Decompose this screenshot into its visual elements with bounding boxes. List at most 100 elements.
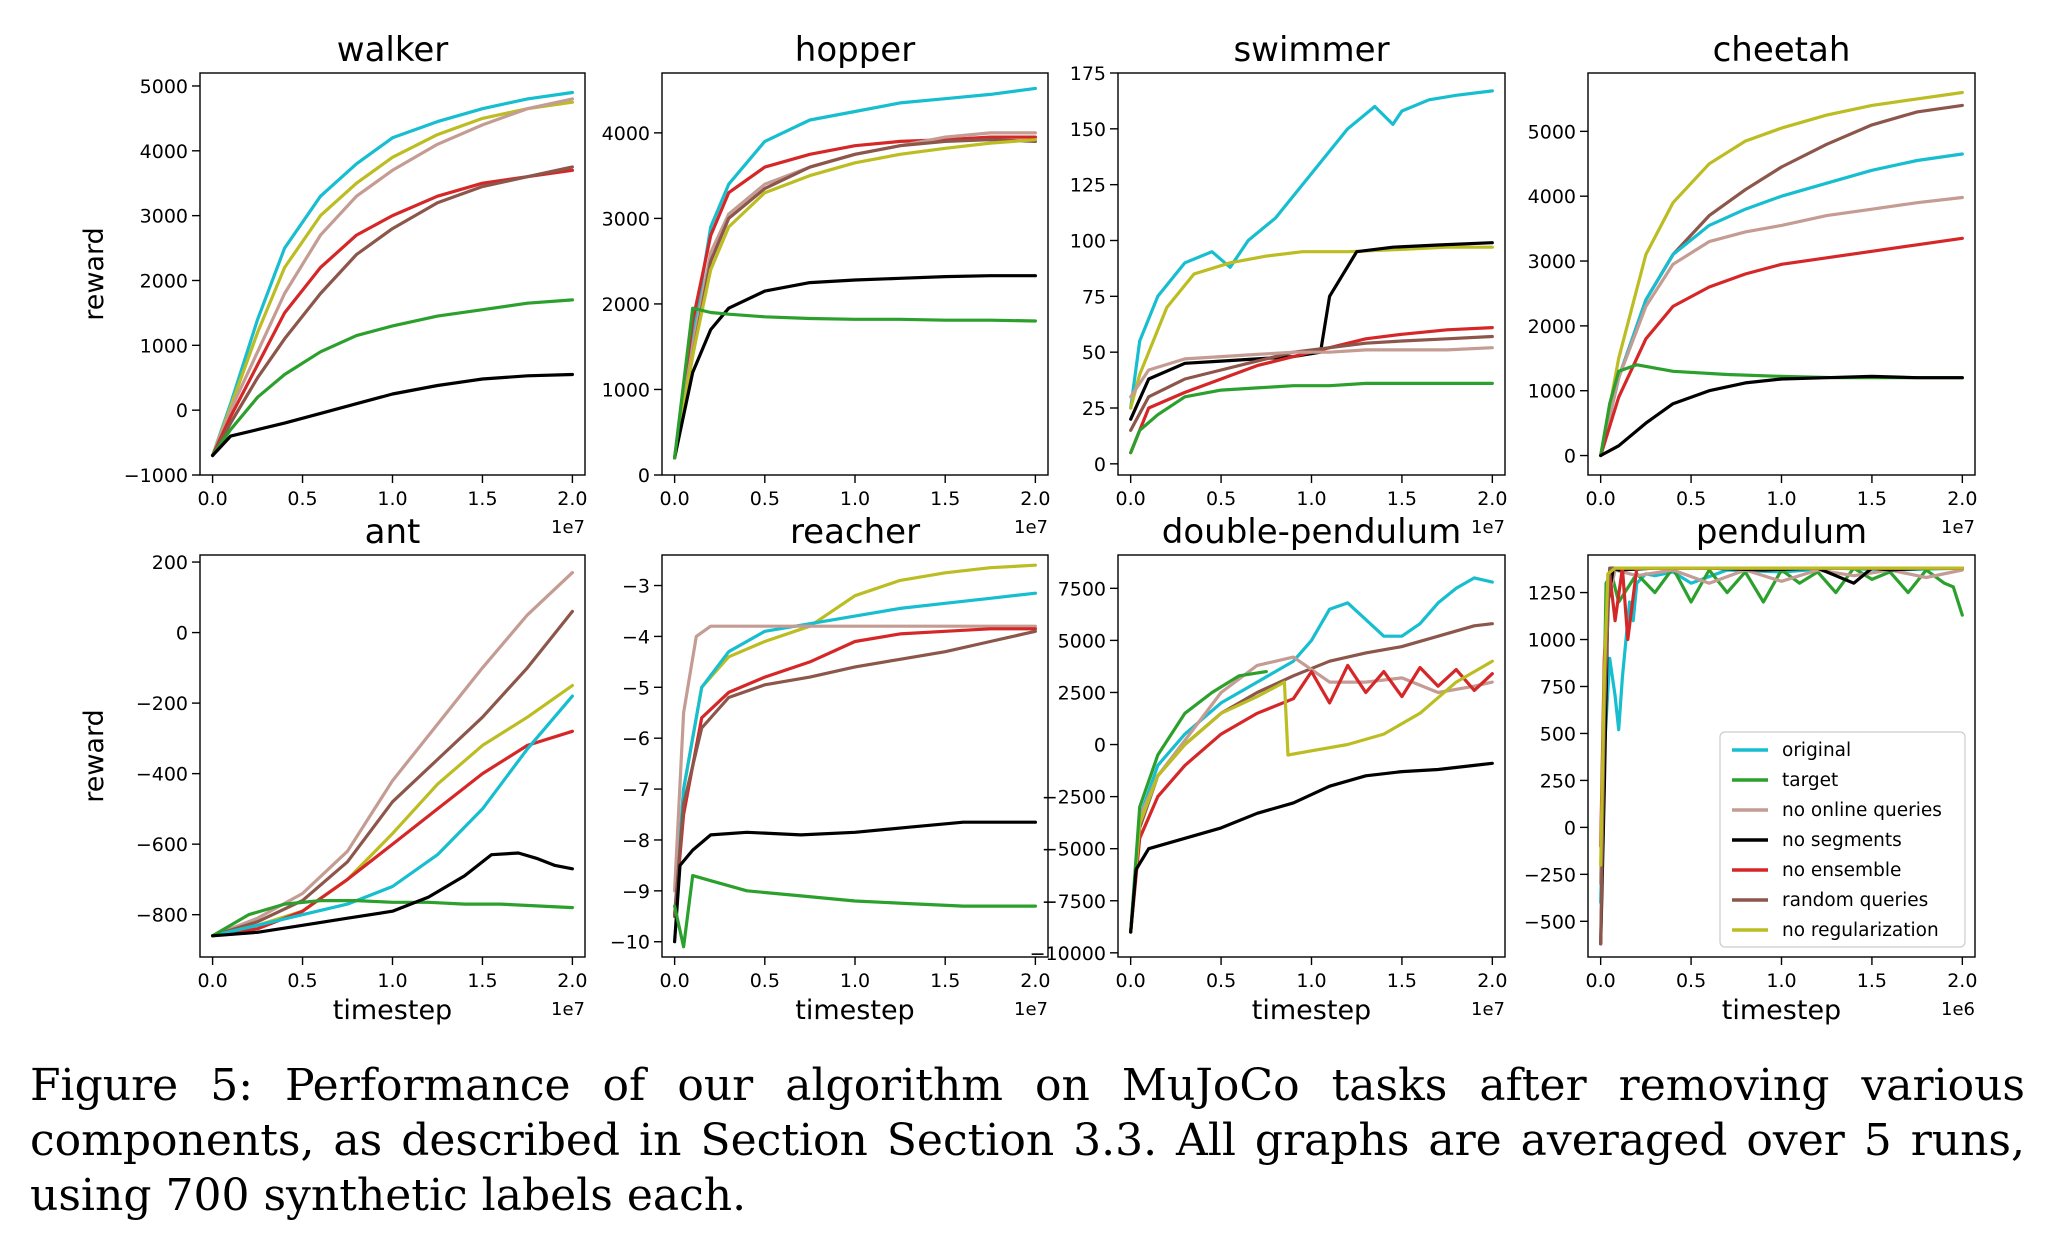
x-tick-label: 2.0 bbox=[1477, 488, 1507, 510]
x-tick-label: 1.5 bbox=[1387, 970, 1417, 992]
x-tick-label: 1.5 bbox=[1387, 488, 1417, 510]
chart-title: ant bbox=[365, 512, 421, 552]
y-tick-label: 0 bbox=[638, 465, 650, 487]
x-tick-label: 1.5 bbox=[930, 488, 960, 510]
chart-title: hopper bbox=[795, 30, 915, 70]
series-line-no-segments bbox=[672, 274, 1038, 460]
y-tick-label: −7500 bbox=[1042, 891, 1106, 913]
y-tick-label: 0 bbox=[176, 623, 188, 645]
x-multiplier: 1e7 bbox=[1014, 517, 1048, 538]
y-tick-label: −7 bbox=[622, 779, 650, 801]
series-line-original bbox=[1129, 576, 1494, 934]
x-axis-label: timestep bbox=[1252, 995, 1371, 1026]
y-tick-label: 0 bbox=[1094, 735, 1106, 757]
x-tick-label: 2.0 bbox=[557, 970, 587, 992]
x-tick-label: 1.0 bbox=[840, 488, 870, 510]
y-tick-label: 175 bbox=[1070, 63, 1106, 85]
legend-label: no online queries bbox=[1782, 800, 1942, 821]
x-tick-label: 1.5 bbox=[467, 970, 497, 992]
x-tick-label: 0.5 bbox=[1206, 970, 1236, 992]
y-tick-label: 1000 bbox=[140, 335, 188, 357]
series-group bbox=[211, 570, 575, 938]
x-tick-label: 0.5 bbox=[1206, 488, 1236, 510]
series-line-target bbox=[1599, 566, 1964, 886]
series-line-target bbox=[1129, 381, 1494, 455]
x-tick-label: 1.5 bbox=[1857, 488, 1887, 510]
y-tick-label: 500 bbox=[1540, 723, 1576, 745]
y-tick-label: 750 bbox=[1540, 676, 1576, 698]
x-axis-label: timestep bbox=[333, 995, 452, 1026]
y-tick-label: 5000 bbox=[1528, 121, 1576, 143]
series-line-no-ensemble bbox=[211, 168, 575, 458]
series-line-no-regularization bbox=[672, 138, 1038, 460]
figure-canvas: 0.0 0.5 1.0 1.5 2.0−100001000200030004000500… bbox=[79, 30, 1978, 1026]
y-tick-label: 3000 bbox=[140, 206, 188, 228]
series-line-no-online-queries bbox=[672, 624, 1038, 893]
plot-frame bbox=[1587, 72, 1976, 476]
chart-title: pendulum bbox=[1696, 512, 1867, 552]
y-tick-label: 100 bbox=[1070, 231, 1106, 253]
x-tick-label: 0.5 bbox=[287, 970, 317, 992]
series-line-original bbox=[672, 591, 1038, 918]
series-line-no-ensemble bbox=[1599, 236, 1964, 458]
x-tick-label: 2.0 bbox=[1947, 970, 1977, 992]
series-line-original bbox=[211, 694, 575, 938]
y-tick-label: 0 bbox=[1094, 454, 1106, 476]
chart-cheetah: 0.0 0.5 1.0 1.5 2.0 0 1000 2000 3000 4000 5000 1e7 c… bbox=[1528, 30, 1978, 538]
x-tick-label: 0.0 bbox=[660, 488, 690, 510]
y-tick-label: −200 bbox=[136, 693, 188, 715]
chart-walker: 0.0 0.5 1.0 1.5 2.0 −1000 0 1000 2000 3000 4000 500… bbox=[79, 30, 588, 538]
series-group bbox=[211, 90, 575, 458]
y-tick-label: 7500 bbox=[1058, 578, 1106, 600]
series-line-no-segments bbox=[211, 372, 575, 458]
x-tick-label: 0.5 bbox=[1676, 488, 1706, 510]
y-tick-label: 0 bbox=[1564, 817, 1576, 839]
y-tick-label: −5 bbox=[622, 677, 650, 699]
series-line-no-segments bbox=[1599, 374, 1964, 458]
x-tick-label: 1.0 bbox=[377, 970, 407, 992]
legend-label: random queries bbox=[1782, 890, 1928, 911]
chart-swimmer: 0.0 0.5 1.0 1.5 2.0 0 25 50 75 100 125 150 175 1e7 swi… bbox=[1070, 30, 1508, 538]
x-axis-label: timestep bbox=[1722, 995, 1841, 1026]
plot-frame bbox=[199, 72, 586, 476]
series-line-no-ensemble bbox=[672, 135, 1038, 460]
series-line-random-queries bbox=[211, 165, 575, 458]
x-multiplier: 1e7 bbox=[551, 517, 585, 538]
x-multiplier: 1e7 bbox=[1014, 999, 1048, 1020]
x-tick-label: 2.0 bbox=[557, 488, 587, 510]
series-line-original bbox=[1129, 89, 1494, 410]
x-tick-label: 0.5 bbox=[1676, 970, 1706, 992]
series-line-no-regularization bbox=[1129, 659, 1494, 934]
y-tick-label: 5000 bbox=[140, 76, 188, 98]
series-group bbox=[1129, 576, 1494, 934]
chart-hopper: 0.0 0.5 1.0 1.5 2.0 0 1000 2000 3000 4000 1e7 hoppe… bbox=[602, 30, 1051, 538]
series-line-random-queries bbox=[1599, 103, 1964, 458]
legend-label: no ensemble bbox=[1782, 860, 1901, 881]
y-tick-label: 75 bbox=[1082, 286, 1106, 308]
series-line-no-regularization bbox=[1129, 245, 1494, 410]
x-tick-label: 2.0 bbox=[1947, 488, 1977, 510]
chart-title: swimmer bbox=[1233, 30, 1389, 70]
series-line-target bbox=[672, 306, 1038, 460]
y-tick-label: −3 bbox=[622, 576, 650, 598]
y-tick-label: −8 bbox=[622, 830, 650, 852]
y-tick-label: 2000 bbox=[140, 270, 188, 292]
y-tick-label: −4 bbox=[622, 626, 650, 648]
legend-label: target bbox=[1782, 770, 1838, 791]
y-tick-label: 0 bbox=[1564, 446, 1576, 468]
chart-title: walker bbox=[337, 30, 448, 70]
series-line-random-queries bbox=[211, 609, 575, 938]
x-tick-label: 1.0 bbox=[1296, 970, 1326, 992]
x-tick-label: 0.0 bbox=[660, 970, 690, 992]
series-line-no-online-queries bbox=[211, 570, 575, 938]
x-tick-label: 2.0 bbox=[1020, 488, 1050, 510]
chart-double-pendulum: 0.0 0.5 1.0 1.5 2.0 −10000 −7500 −5000 −2500 0 250… bbox=[1030, 512, 1508, 1026]
series-group bbox=[672, 86, 1038, 460]
y-axis-label: reward bbox=[79, 227, 110, 321]
y-tick-label: 1000 bbox=[1528, 381, 1576, 403]
x-tick-label: 0.0 bbox=[1116, 488, 1146, 510]
x-tick-label: 1.0 bbox=[1766, 970, 1796, 992]
x-tick-label: 0.0 bbox=[1586, 488, 1616, 510]
y-tick-label: −10 bbox=[610, 932, 650, 954]
x-tick-label: 1.0 bbox=[377, 488, 407, 510]
